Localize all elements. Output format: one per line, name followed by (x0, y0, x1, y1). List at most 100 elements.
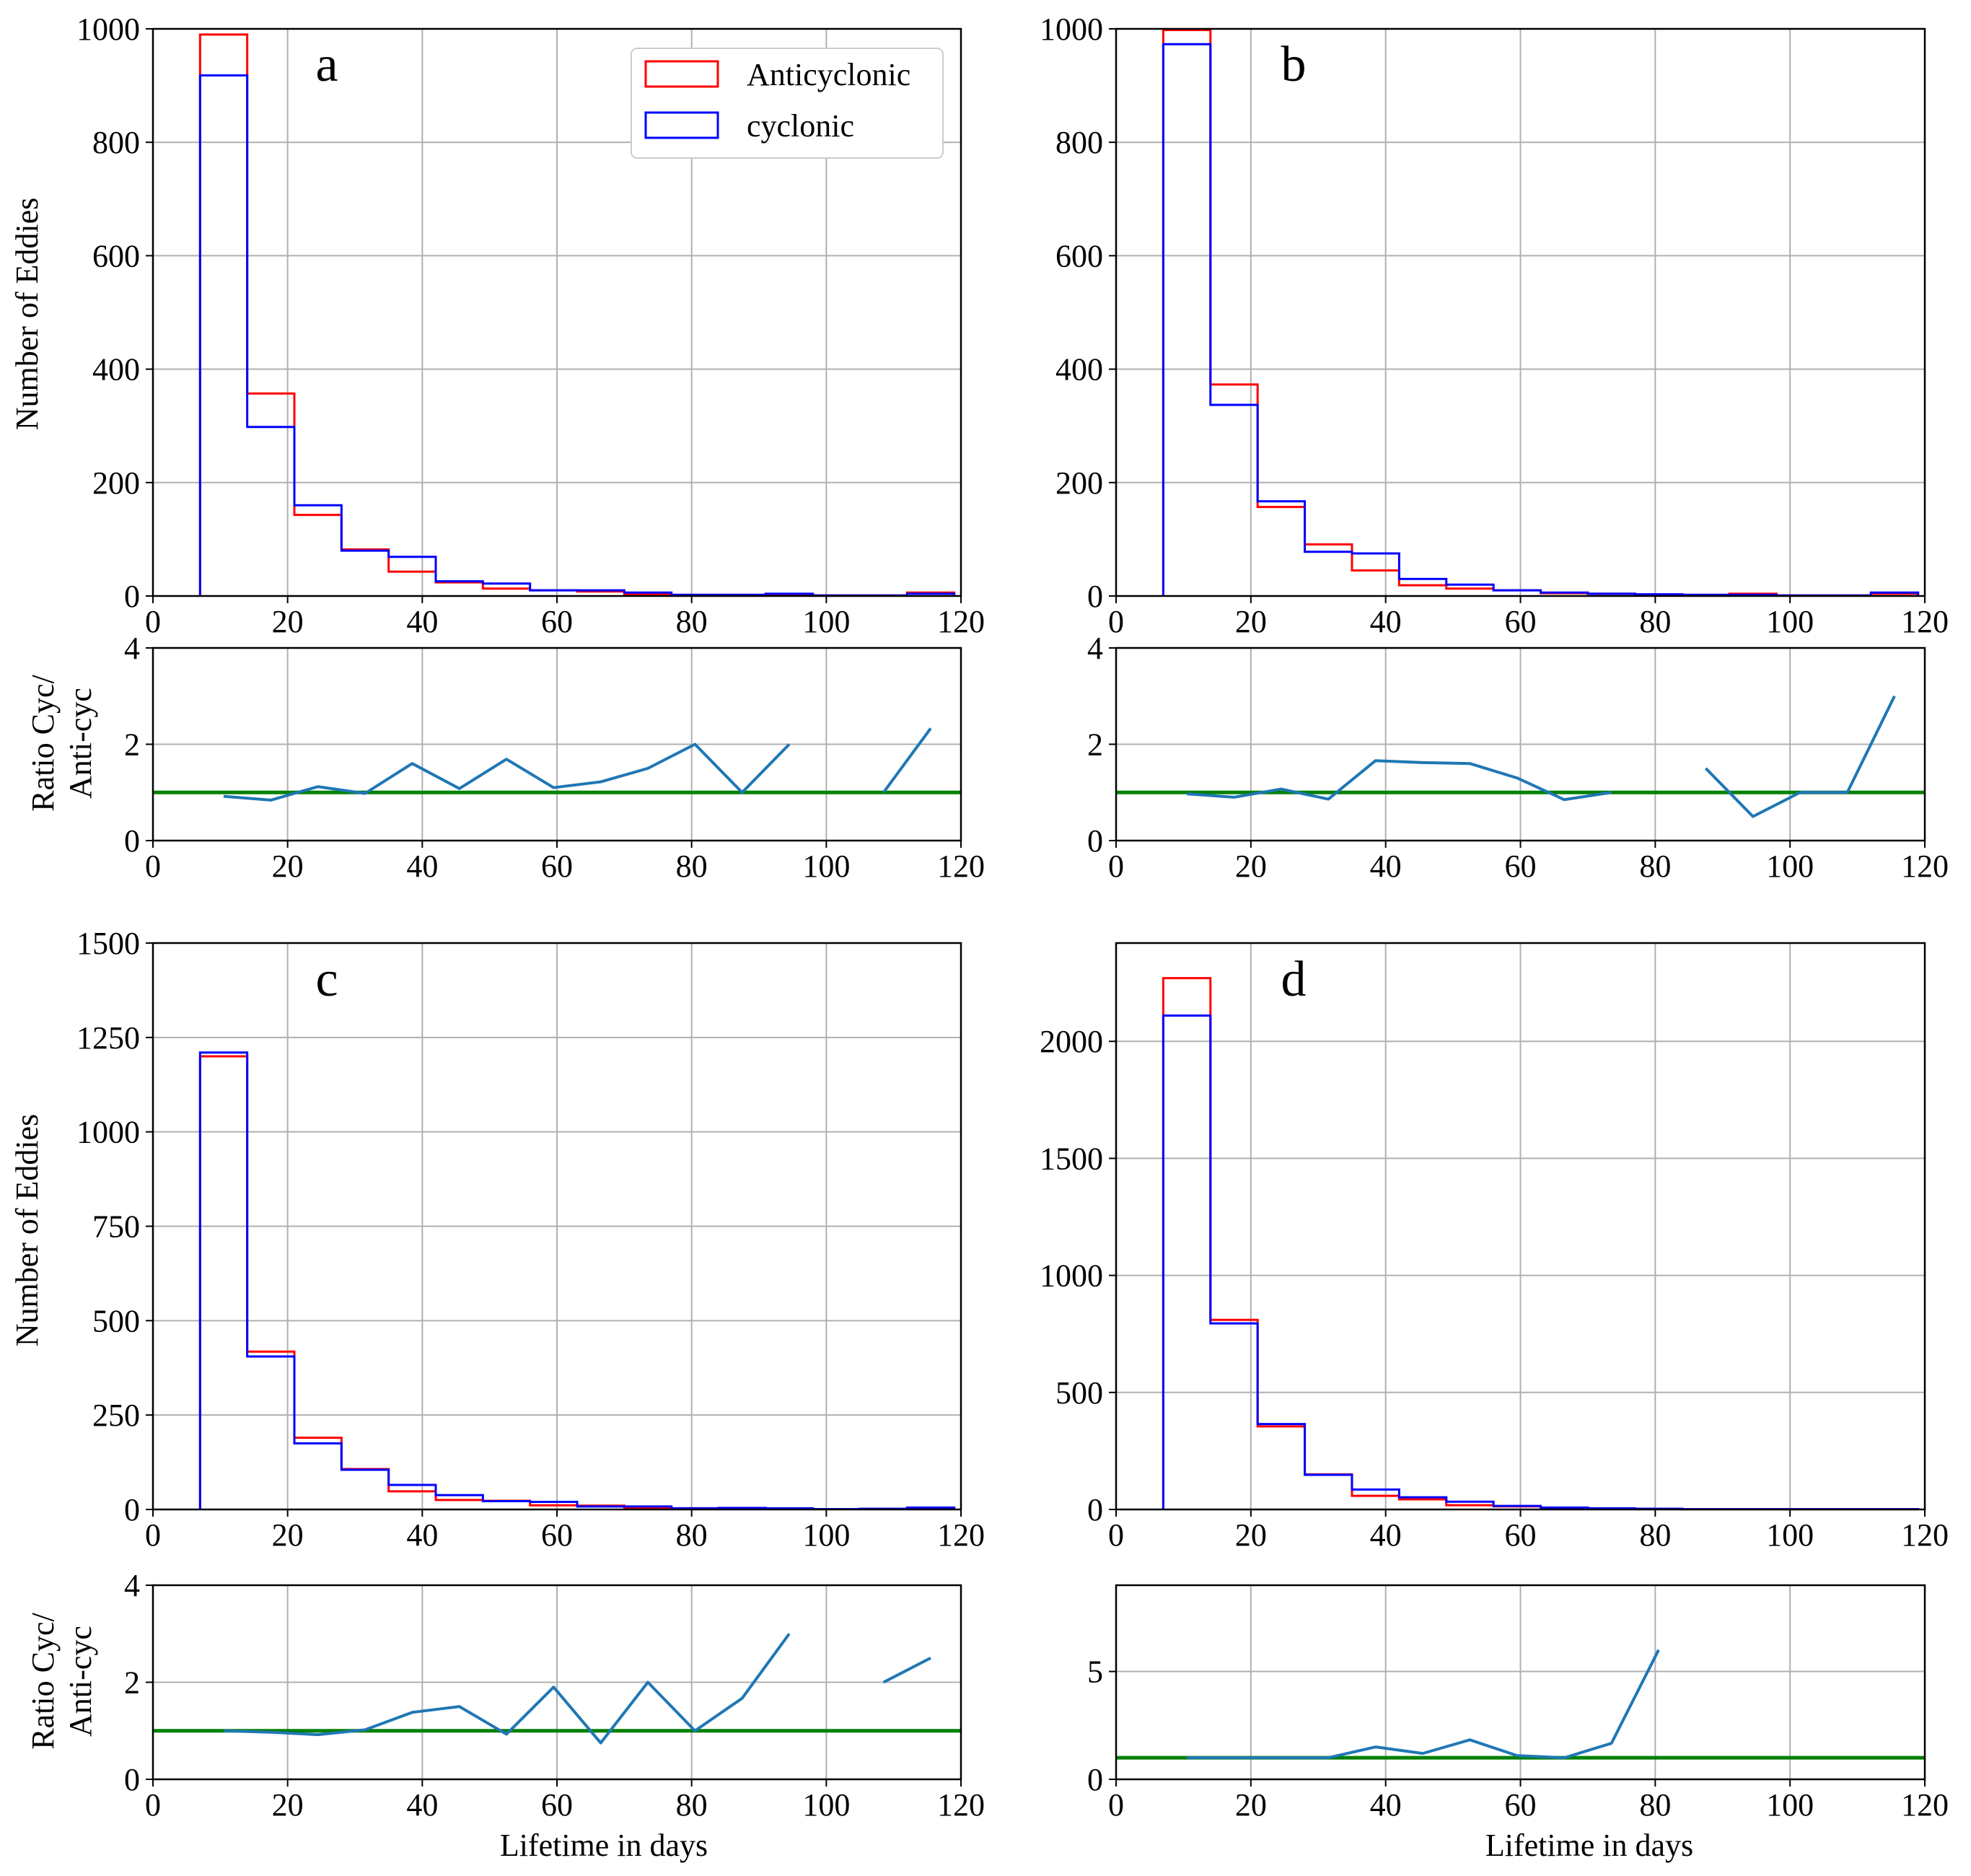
x-tick-label: 40 (1370, 1517, 1402, 1553)
x-tick-label: 100 (1766, 604, 1814, 639)
panel-d-xlabel: Lifetime in days (1485, 1828, 1693, 1863)
x-tick-label: 120 (937, 1787, 985, 1823)
ratio-line-c-ratio-segment-0 (223, 1633, 791, 1745)
ratio-line-d-ratio-segment-0 (1187, 1649, 1660, 1760)
x-tick-label: 100 (1766, 849, 1814, 884)
panel-c-ylabel: Number of Eddies (9, 1114, 45, 1347)
ratio-line-c-ratio-segment-1 (882, 1657, 931, 1684)
svg-text:Ratio Cyc/: Ratio Cyc/ (25, 675, 61, 812)
y-tick-label: 0 (124, 823, 140, 859)
x-tick-label: 40 (406, 849, 438, 884)
x-tick-label: 60 (541, 1517, 573, 1553)
y-tick-label: 400 (1055, 352, 1103, 387)
panel-c-histogram: 0 20 40 60 80 100 120 0 250 500 750 1000 1250 1500 Nu… (9, 926, 985, 1553)
y-tick-label: 0 (124, 1492, 140, 1527)
y-tick-label: 800 (1055, 125, 1103, 160)
x-tick-label: 80 (676, 1517, 708, 1553)
y-tick-label: 500 (1055, 1375, 1103, 1411)
y-tick-label: 0 (1087, 823, 1103, 859)
plot-area-c: 0 20 40 60 80 100 120 0 250 500 750 1000 1250 1500 (76, 926, 985, 1553)
y-tick-label: 2 (1087, 727, 1103, 763)
x-tick-label: 100 (1766, 1517, 1814, 1553)
legend-cyclonic-label: cyclonic (747, 108, 854, 144)
x-tick-label: 20 (1235, 1517, 1267, 1553)
legend-anticyclonic-label: Anticyclonic (747, 57, 910, 92)
legend-anticyclonic-swatch (644, 60, 719, 88)
y-tick-label: 750 (92, 1209, 140, 1245)
plot-area-d-ratio: 0 20 40 60 80 100 120 0 5 (1087, 1584, 1949, 1823)
panel-d-ratio-plot: 0 20 40 60 80 100 120 0 5 Lifetime in days (1087, 1584, 1949, 1863)
panel-a-ratio-plot: 0 20 40 60 80 100 120 0 2 4 Ratio Cyc/ Anti-cyc (25, 631, 985, 884)
x-tick-label: 120 (1901, 604, 1949, 639)
x-tick-label: 80 (1639, 1787, 1671, 1823)
x-tick-label: 20 (1235, 849, 1267, 884)
y-tick-label: 200 (1055, 465, 1103, 501)
panel-b-ratio-plot: 0 20 40 60 80 100 120 0 2 4 (1087, 631, 1949, 884)
x-tick-label: 0 (145, 849, 161, 884)
x-tick-label: 40 (1370, 604, 1402, 639)
x-tick-label: 100 (802, 849, 850, 884)
panel-b-label: b (1281, 37, 1307, 92)
y-tick-label: 2 (124, 1665, 140, 1701)
plot-area-b: 0 20 40 60 80 100 120 0 200 400 600 800 1000 (1040, 12, 1949, 639)
y-tick-label: 800 (92, 125, 140, 160)
y-tick-label: 0 (1087, 1762, 1103, 1797)
x-tick-label: 0 (1108, 1787, 1124, 1823)
x-tick-label: 100 (802, 1787, 850, 1823)
x-tick-label: 20 (1235, 604, 1267, 639)
x-tick-label: 60 (1505, 1517, 1537, 1553)
y-tick-label: 0 (1087, 1492, 1103, 1527)
x-tick-label: 0 (145, 1787, 161, 1823)
x-tick-label: 0 (1108, 849, 1124, 884)
y-tick-label: 500 (92, 1303, 140, 1338)
ratio-line-a-ratio-segment-0 (223, 742, 791, 802)
x-tick-label: 60 (1505, 604, 1537, 639)
panel-a-ratio-ylabel: Ratio Cyc/ Anti-cyc (25, 675, 98, 812)
y-tick-label: 1000 (1040, 12, 1103, 47)
panel-c-label: c (315, 952, 338, 1007)
x-tick-label: 0 (145, 1517, 161, 1553)
panel-d-label: d (1281, 952, 1307, 1007)
y-tick-label: 1000 (1040, 1258, 1103, 1294)
x-tick-label: 0 (1108, 1517, 1124, 1553)
x-tick-label: 40 (406, 1787, 438, 1823)
x-tick-label: 60 (541, 1787, 573, 1823)
x-tick-label: 40 (1370, 1787, 1402, 1823)
x-tick-label: 20 (272, 604, 304, 639)
y-tick-label: 4 (1087, 631, 1103, 666)
y-tick-label: 1500 (1040, 1141, 1103, 1176)
svg-text:Ratio Cyc/: Ratio Cyc/ (25, 1613, 61, 1750)
y-tick-label: 1250 (76, 1020, 140, 1056)
y-tick-label: 5 (1087, 1654, 1103, 1690)
y-tick-label: 0 (1087, 579, 1103, 614)
x-tick-label: 60 (541, 849, 573, 884)
y-tick-label: 4 (124, 631, 140, 666)
x-tick-label: 20 (1235, 1787, 1267, 1823)
x-tick-label: 100 (1766, 1787, 1814, 1823)
y-tick-label: 400 (92, 352, 140, 387)
x-tick-label: 40 (406, 1517, 438, 1553)
y-tick-label: 0 (124, 1762, 140, 1797)
x-tick-label: 60 (541, 604, 573, 639)
x-tick-label: 120 (1901, 1517, 1949, 1553)
y-tick-label: 1500 (76, 926, 140, 961)
x-tick-label: 20 (272, 1517, 304, 1553)
panel-a-label: a (315, 37, 338, 92)
x-tick-label: 40 (1370, 849, 1402, 884)
legend-box (631, 48, 944, 159)
x-tick-label: 120 (1901, 849, 1949, 884)
x-tick-label: 120 (937, 1517, 985, 1553)
plot-area-d: 0 20 40 60 80 100 120 0 500 1000 1500 2000 (1040, 942, 1949, 1553)
svg-text:Anti-cyc: Anti-cyc (63, 688, 98, 799)
panel-c-ratio-ylabel: Ratio Cyc/ Anti-cyc (25, 1613, 98, 1750)
panel-a-ylabel: Number of Eddies (9, 198, 45, 431)
x-tick-label: 120 (1901, 1787, 1949, 1823)
x-tick-label: 120 (937, 849, 985, 884)
x-tick-label: 80 (1639, 1517, 1671, 1553)
y-tick-label: 1000 (76, 1115, 140, 1150)
y-tick-label: 4 (124, 1568, 140, 1603)
x-tick-label: 40 (406, 604, 438, 639)
plot-area-b-ratio: 0 20 40 60 80 100 120 0 2 4 (1087, 631, 1949, 884)
